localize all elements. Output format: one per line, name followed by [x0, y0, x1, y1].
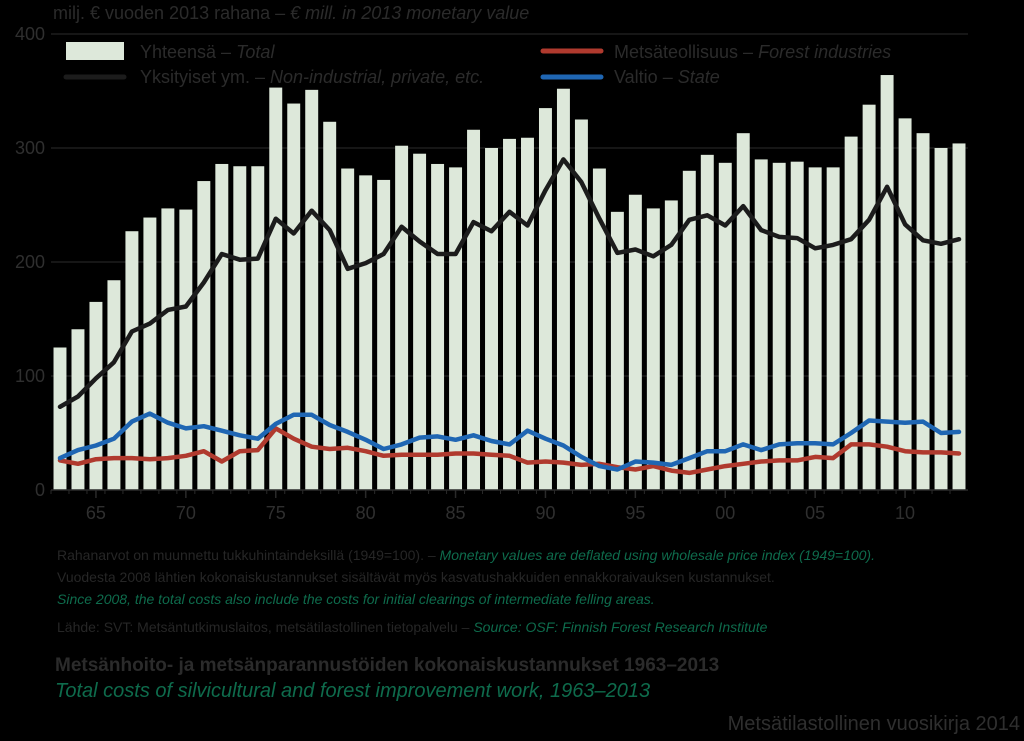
x-tick-label: 70	[176, 503, 196, 523]
bar-total	[143, 217, 157, 491]
unit-label-en: € mill. in 2013 monetary value	[290, 3, 530, 23]
bar-total	[880, 75, 894, 490]
bar-total	[934, 148, 948, 490]
bar-total	[125, 231, 139, 490]
bar-total	[395, 145, 409, 490]
x-tick-label: 75	[266, 503, 286, 523]
bar-total	[503, 138, 516, 490]
x-tick-label: 95	[625, 503, 645, 523]
note-2008-fi: Vuodesta 2008 lähtien kokonaiskustannuks…	[57, 569, 775, 585]
note-2008-en: Since 2008, the total costs also include…	[57, 591, 655, 607]
bar-total	[53, 347, 67, 490]
bar-total	[646, 208, 660, 491]
bar-total	[341, 168, 355, 490]
y-tick-label: 0	[35, 480, 45, 500]
line-industry	[57, 426, 962, 476]
bar-total	[826, 167, 840, 490]
x-tick-label: 65	[86, 503, 106, 523]
bar-total	[467, 129, 481, 490]
legend: Yhteensä – Total Yksityiset ym. – Non-in…	[63, 42, 891, 87]
note-deflation: Rahanarvot on muunnettu tukkuhintaindeks…	[57, 547, 875, 563]
bar-total	[538, 108, 552, 490]
bar-total	[556, 88, 570, 490]
bar-total	[772, 162, 786, 490]
bar-total	[844, 136, 858, 490]
bar-total	[736, 133, 750, 490]
x-axis-ticks: 65 70 75 80 85 90 95 00 05 10	[50, 490, 951, 523]
bar-total	[610, 211, 624, 490]
bar-total	[754, 159, 768, 490]
bar-total	[161, 208, 175, 491]
y-tick-label: 300	[15, 138, 45, 158]
bar-total	[664, 200, 678, 490]
bar-total	[682, 170, 696, 491]
x-tick-label: 05	[805, 503, 825, 523]
bar-total	[323, 121, 337, 490]
bar-total	[287, 103, 301, 490]
source-note: Lähde: SVT: Metsäntutkimuslaitos, metsät…	[57, 619, 768, 635]
bar-total	[305, 89, 319, 491]
bar-total	[718, 162, 732, 490]
series-lines	[57, 157, 962, 476]
bar-total	[952, 143, 966, 490]
bar-total	[700, 154, 714, 490]
bar-total	[916, 133, 930, 490]
x-tick-label: 00	[715, 503, 735, 523]
x-tick-label: 85	[446, 503, 466, 523]
bar-total	[628, 194, 642, 491]
y-axis-unit-label: milj. € vuoden 2013 rahana – € mill. in …	[53, 3, 529, 24]
unit-label-fi: milj. € vuoden 2013 rahana –	[53, 3, 291, 23]
x-tick-label: 90	[535, 503, 555, 523]
y-axis-ticks: 0 100 200 300 400	[15, 24, 45, 500]
bar-total	[790, 161, 804, 490]
bar-total	[431, 163, 445, 490]
legend-label-private: Yksityiset ym. – Non-industrial, private…	[140, 67, 484, 87]
bar-total	[592, 168, 606, 490]
chart: 65 70 75 80 85 90 95 00 05 10 0 100 200 300 400 Yhtee…	[15, 24, 968, 523]
x-tick-label: 80	[356, 503, 376, 523]
legend-swatch-total	[66, 42, 124, 60]
y-tick-label: 200	[15, 252, 45, 272]
bar-total	[485, 148, 498, 490]
bar-total	[179, 209, 193, 490]
chart-title-en: Total costs of silvicultural and forest …	[55, 680, 651, 702]
bar-total	[862, 104, 876, 491]
y-tick-label: 400	[15, 24, 45, 44]
bar-total	[377, 179, 391, 491]
bar-total	[521, 137, 534, 491]
bar-total	[898, 118, 912, 491]
line-private	[57, 157, 962, 410]
x-tick-label: 10	[895, 503, 915, 523]
bar-total	[359, 175, 373, 491]
bar-total	[215, 163, 229, 490]
line-state	[57, 411, 962, 472]
total-bars	[53, 75, 966, 491]
y-tick-label: 100	[15, 366, 45, 386]
legend-label-industry: Metsäteollisuus – Forest industries	[614, 42, 891, 62]
bar-total	[233, 166, 247, 491]
bar-total	[269, 87, 283, 490]
yearbook-label: Metsätilastollinen vuosikirja 2014	[727, 713, 1020, 735]
chart-title-fi: Metsänhoito- ja metsänparannustöiden kok…	[55, 655, 720, 676]
legend-label-total: Yhteensä – Total	[140, 42, 275, 62]
legend-label-state: Valtio – State	[614, 67, 720, 87]
bar-total	[574, 119, 588, 490]
bar-total	[197, 181, 211, 490]
